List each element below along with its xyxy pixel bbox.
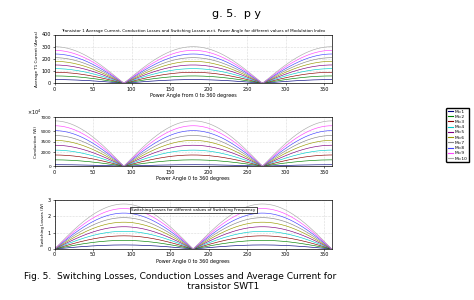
Text: Switching Losses for different values of Switching Frequency: Switching Losses for different values of…: [131, 208, 255, 212]
X-axis label: Power Angle from 0 to 360 degrees: Power Angle from 0 to 360 degrees: [150, 93, 237, 98]
Y-axis label: Switching Losses (W): Switching Losses (W): [41, 203, 45, 246]
Text: g. 5.  p y: g. 5. p y: [212, 9, 262, 19]
Legend: M=1, M=2, M=3, M=4, M=5, M=6, M=7, M=8, M=9, M=10: M=1, M=2, M=3, M=4, M=5, M=6, M=7, M=8, …: [447, 108, 469, 162]
Y-axis label: Conduction (W): Conduction (W): [34, 126, 38, 158]
X-axis label: Power Angle 0 to 360 degrees: Power Angle 0 to 360 degrees: [156, 259, 230, 264]
Text: Fig. 5.  Switching Losses, Conduction Losses and Average Current for
           : Fig. 5. Switching Losses, Conduction Los…: [24, 272, 336, 291]
X-axis label: Power Angle 0 to 360 degrees: Power Angle 0 to 360 degrees: [156, 176, 230, 181]
Y-axis label: Average T1 Current (Amps): Average T1 Current (Amps): [35, 31, 39, 87]
Text: $\times 10^4$: $\times 10^4$: [27, 108, 41, 117]
Title: Transistor 1 Average Current, Conduction Losses and Switching Losses w.r.t. Powe: Transistor 1 Average Current, Conduction…: [61, 29, 325, 33]
